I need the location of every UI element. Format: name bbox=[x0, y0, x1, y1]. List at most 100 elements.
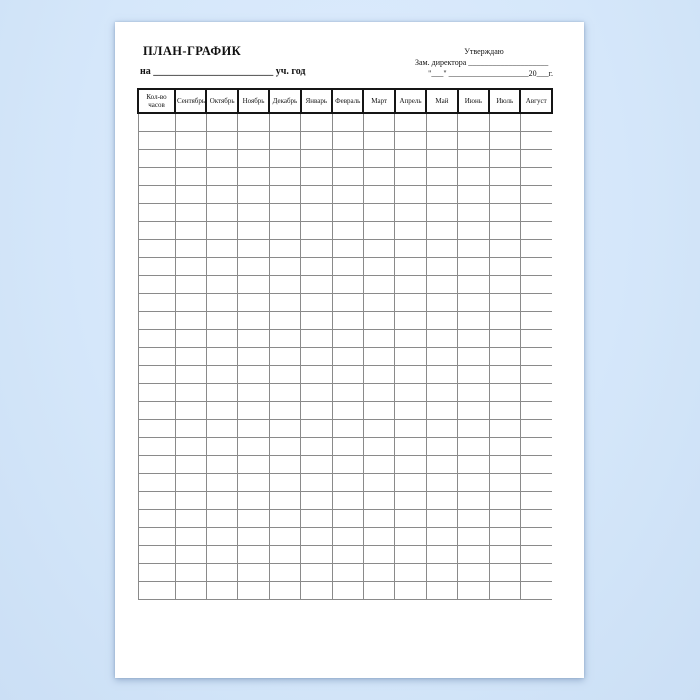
column-header: Ноябрь bbox=[236, 88, 271, 114]
table-row bbox=[137, 256, 552, 276]
table-cell bbox=[425, 310, 459, 330]
table-cell bbox=[237, 292, 270, 312]
approval-line-approve: Утверждаю bbox=[464, 47, 504, 56]
table-cell bbox=[137, 400, 176, 420]
table-cell bbox=[362, 112, 396, 132]
table-cell bbox=[300, 328, 333, 348]
table-cell bbox=[331, 562, 364, 582]
table-row bbox=[137, 418, 552, 438]
table-cell bbox=[425, 328, 459, 348]
table-cell bbox=[205, 328, 239, 348]
table-cell bbox=[362, 472, 396, 492]
table-cell bbox=[394, 544, 427, 564]
table-row bbox=[137, 328, 552, 348]
table-cell bbox=[394, 526, 427, 546]
table-cell bbox=[268, 580, 302, 600]
table-cell bbox=[362, 436, 396, 456]
table-cell bbox=[205, 562, 239, 582]
table-cell bbox=[362, 184, 396, 204]
table-cell bbox=[174, 364, 207, 384]
table-cell bbox=[137, 436, 176, 456]
table-cell bbox=[237, 346, 270, 366]
table-cell bbox=[174, 508, 207, 528]
table-cell bbox=[488, 400, 521, 420]
table-cell bbox=[488, 148, 521, 168]
table-cell bbox=[488, 202, 521, 222]
column-header: Октябрь bbox=[205, 88, 239, 114]
table-cell bbox=[174, 292, 207, 312]
table-cell bbox=[488, 472, 521, 492]
table-cell bbox=[237, 274, 270, 294]
table-cell bbox=[394, 202, 427, 222]
table-cell bbox=[331, 472, 364, 492]
table-cell bbox=[425, 346, 459, 366]
column-header: Сентябрь bbox=[173, 88, 208, 114]
table-cell bbox=[137, 274, 176, 294]
table-cell bbox=[362, 400, 396, 420]
table-cell bbox=[331, 220, 364, 240]
table-cell bbox=[174, 490, 207, 510]
table-cell bbox=[519, 220, 552, 240]
table-cell bbox=[174, 418, 207, 438]
table-cell bbox=[519, 274, 552, 294]
table-cell bbox=[237, 508, 270, 528]
table-cell bbox=[425, 166, 459, 186]
table-cell bbox=[205, 418, 239, 438]
table-cell bbox=[300, 508, 333, 528]
table-cell bbox=[457, 130, 490, 150]
table-cell bbox=[237, 148, 270, 168]
table-cell bbox=[268, 166, 302, 186]
table-cell bbox=[268, 544, 302, 564]
table-cell bbox=[137, 184, 176, 204]
table-cell bbox=[137, 562, 176, 582]
table-cell bbox=[425, 148, 459, 168]
table-cell bbox=[394, 364, 427, 384]
table-cell bbox=[488, 562, 521, 582]
table-row bbox=[137, 490, 552, 510]
table-cell bbox=[457, 328, 490, 348]
table-cell bbox=[300, 148, 333, 168]
table-cell bbox=[362, 346, 396, 366]
table-cell bbox=[457, 436, 490, 456]
table-cell bbox=[488, 382, 521, 402]
table-cell bbox=[457, 382, 490, 402]
table-cell bbox=[488, 544, 521, 564]
table-cell bbox=[457, 292, 490, 312]
column-header: Апрель bbox=[393, 88, 428, 114]
table-cell bbox=[519, 436, 552, 456]
column-header: Декабрь bbox=[268, 88, 302, 114]
table-cell bbox=[137, 454, 176, 474]
table-cell bbox=[137, 148, 176, 168]
table-cell bbox=[488, 328, 521, 348]
table-header-row: Кол-во часов Сентябрь Октябрь Ноябрь Декабрь… bbox=[137, 88, 553, 114]
table-cell bbox=[519, 130, 552, 150]
table-cell bbox=[237, 580, 270, 600]
table-cell bbox=[488, 364, 521, 384]
table-cell bbox=[205, 166, 239, 186]
table-cell bbox=[205, 130, 239, 150]
table-cell bbox=[331, 310, 364, 330]
table-cell bbox=[331, 508, 364, 528]
table-cell bbox=[237, 112, 270, 132]
table-cell bbox=[137, 328, 176, 348]
table-cell bbox=[362, 544, 396, 564]
table-cell bbox=[268, 238, 302, 258]
table-cell bbox=[362, 292, 396, 312]
table-cell bbox=[394, 184, 427, 204]
table-cell bbox=[300, 364, 333, 384]
table-cell bbox=[268, 274, 302, 294]
table-row bbox=[137, 580, 552, 600]
table-cell bbox=[205, 256, 239, 276]
table-cell bbox=[237, 328, 270, 348]
table-cell bbox=[425, 418, 459, 438]
table-cell bbox=[394, 130, 427, 150]
table-cell bbox=[457, 418, 490, 438]
table-cell bbox=[457, 346, 490, 366]
table-cell bbox=[300, 292, 333, 312]
table-cell bbox=[457, 580, 490, 600]
table-cell bbox=[205, 112, 239, 132]
table-cell bbox=[331, 130, 364, 150]
table-cell bbox=[457, 256, 490, 276]
table-cell bbox=[174, 328, 207, 348]
table-cell bbox=[205, 202, 239, 222]
